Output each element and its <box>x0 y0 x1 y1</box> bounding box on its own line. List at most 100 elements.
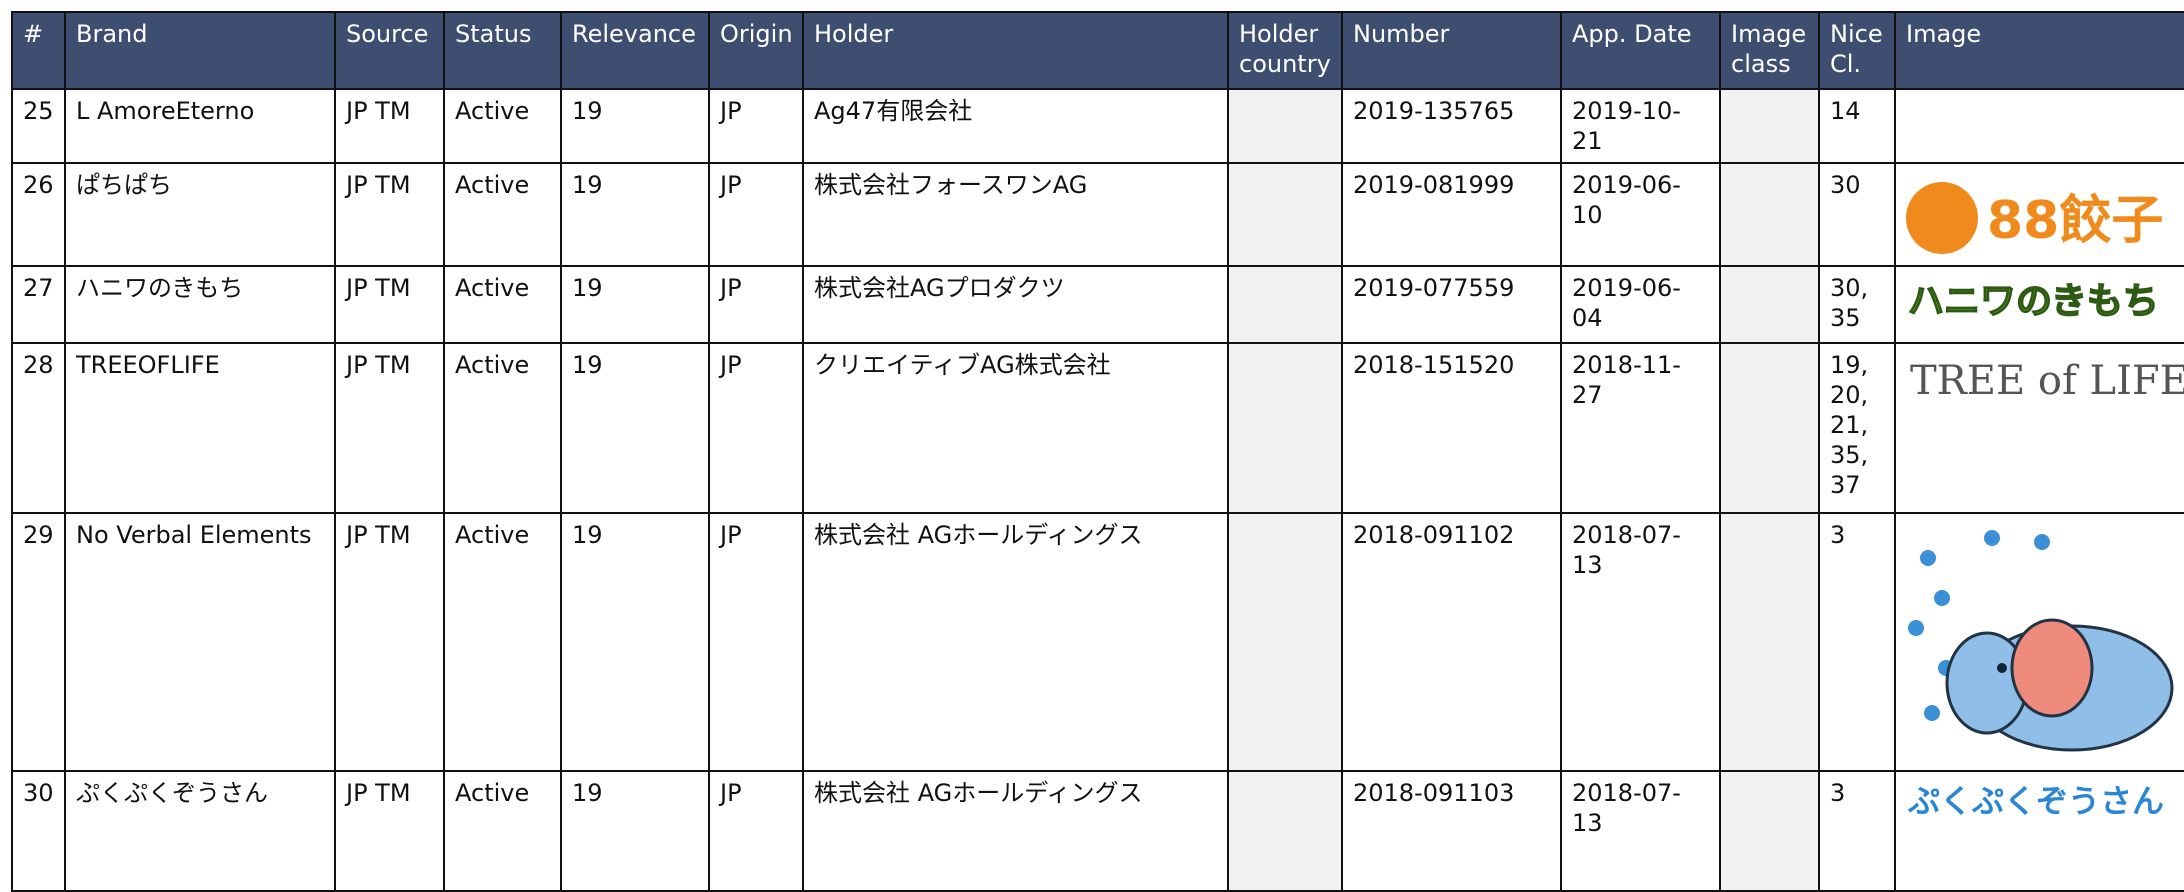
table-cell: 3 <box>1818 770 1896 892</box>
table-cell: 19 <box>560 512 710 772</box>
column-header: # <box>11 11 66 90</box>
table-cell <box>1227 162 1343 267</box>
image-cell: 88餃子 <box>1894 162 2184 267</box>
table-cell: JP TM <box>334 162 445 267</box>
logo-shape <box>2034 534 2050 550</box>
table-cell: 2019-135765 <box>1341 88 1562 164</box>
logo-shape <box>1908 620 1924 636</box>
table-cell: TREEOFLIFE <box>64 342 336 514</box>
table-cell: 26 <box>11 162 66 267</box>
trademark-table: # Brand Source Status Relevance Origin Holder H… <box>11 11 2184 892</box>
table-cell: JP <box>708 265 804 344</box>
table-row: 30 ぷくぷくぞうさん JP TM Active 19 JP 株式会社 AGホールディングス… <box>11 770 2184 892</box>
table-cell: 19 <box>560 265 710 344</box>
table-cell <box>1227 342 1343 514</box>
table-cell: Active <box>443 512 562 772</box>
table-cell: 2019-06-10 <box>1560 162 1721 267</box>
logo-text: ぷくぷくぞうさん <box>1907 782 2164 820</box>
table-cell: 19 <box>560 770 710 892</box>
logo-text: ハニワのきもち <box>1908 281 2159 322</box>
table-cell: JP <box>708 88 804 164</box>
logo: ハニワのきもち <box>1907 280 2159 323</box>
table-cell: Active <box>443 88 562 164</box>
table-cell: 19 <box>560 162 710 267</box>
column-header: Brand <box>64 11 336 90</box>
table-cell: Active <box>443 342 562 514</box>
table-cell: 3 <box>1818 512 1896 772</box>
logo-shape <box>1934 590 1950 606</box>
column-header: Image class <box>1719 11 1820 90</box>
table-cell: JP <box>708 512 804 772</box>
table-cell: 14 <box>1818 88 1896 164</box>
table-cell: ハニワのきもち <box>64 265 336 344</box>
logo: TREE of LIFE <box>1910 358 2184 404</box>
table-cell: Active <box>443 265 562 344</box>
logo <box>1908 530 2174 752</box>
table-cell: ぷくぷくぞうさん <box>64 770 336 892</box>
table-cell: 2019-077559 <box>1341 265 1562 344</box>
header-row: # Brand Source Status Relevance Origin Holder H… <box>11 11 2184 90</box>
logo: 88餃子 <box>1906 182 2163 254</box>
table-cell: JP TM <box>334 265 445 344</box>
table-cell: L AmoreEterno <box>64 88 336 164</box>
page: # Brand Source Status Relevance Origin Holder H… <box>11 11 2184 892</box>
column-header: Origin <box>708 11 804 90</box>
table-cell: 30 <box>11 770 66 892</box>
table-row: 28 TREEOFLIFE JP TM Active 19 JP クリエイティブAG株式会社… <box>11 342 2184 514</box>
table-cell: 30, 35 <box>1818 265 1896 344</box>
table-cell <box>1719 770 1820 892</box>
column-header: Relevance <box>560 11 710 90</box>
table-cell: 2018-151520 <box>1341 342 1562 514</box>
table-cell: 2018-091102 <box>1341 512 1562 772</box>
table-cell: ぱちぱち <box>64 162 336 267</box>
table-cell <box>1227 265 1343 344</box>
table-cell: 2019-06-04 <box>1560 265 1721 344</box>
table-cell: Active <box>443 162 562 267</box>
column-header: App. Date <box>1560 11 1721 90</box>
table-cell: Active <box>443 770 562 892</box>
logo-shape <box>1924 705 1940 721</box>
logo-text: 88餃子 <box>1987 191 2163 251</box>
logo-shape <box>1906 182 1978 254</box>
table-cell: 30 <box>1818 162 1896 267</box>
table-cell: 2018-07-13 <box>1560 770 1721 892</box>
table-cell <box>1719 512 1820 772</box>
logo-shape <box>1920 550 1936 566</box>
table-cell: JP TM <box>334 512 445 772</box>
table-cell: 25 <box>11 88 66 164</box>
table-cell: 19, 20, 21, 35, 37 <box>1818 342 1896 514</box>
column-header: Holder <box>802 11 1229 90</box>
image-cell <box>1894 88 2184 164</box>
image-cell: ぷくぷくぞうさん <box>1894 770 2184 892</box>
table-cell: 株式会社AGプロダクツ <box>802 265 1229 344</box>
table-cell: JP TM <box>334 770 445 892</box>
table-row: 25 L AmoreEterno JP TM Active 19 JP Ag47有限会社 20… <box>11 88 2184 164</box>
table-cell: クリエイティブAG株式会社 <box>802 342 1229 514</box>
column-header: Nice Cl. <box>1818 11 1896 90</box>
table-cell: 株式会社 AGホールディングス <box>802 770 1229 892</box>
column-header: Number <box>1341 11 1562 90</box>
table-cell <box>1719 162 1820 267</box>
logo-text: TREE of LIFE <box>1910 358 2184 404</box>
table-cell: 2019-081999 <box>1341 162 1562 267</box>
table-cell: JP TM <box>334 88 445 164</box>
table-cell: 2018-07-13 <box>1560 512 1721 772</box>
table-cell: 27 <box>11 265 66 344</box>
table-cell <box>1719 88 1820 164</box>
table-row: 29 No Verbal Elements JP TM Active 19 JP 株式会社 … <box>11 512 2184 772</box>
column-header: Image <box>1894 11 2184 90</box>
column-header: Status <box>443 11 562 90</box>
table-cell: JP <box>708 162 804 267</box>
table-cell: No Verbal Elements <box>64 512 336 772</box>
table-cell: 29 <box>11 512 66 772</box>
table-cell <box>1227 88 1343 164</box>
image-cell: TREE of LIFE <box>1894 342 2184 514</box>
table-cell <box>1227 770 1343 892</box>
table-cell: JP TM <box>334 342 445 514</box>
logo-shape <box>1997 663 2007 673</box>
table-cell: 19 <box>560 88 710 164</box>
logo-shape <box>2010 618 2094 718</box>
table-cell: 19 <box>560 342 710 514</box>
logo-shape <box>1984 530 2000 546</box>
table-cell <box>1719 342 1820 514</box>
